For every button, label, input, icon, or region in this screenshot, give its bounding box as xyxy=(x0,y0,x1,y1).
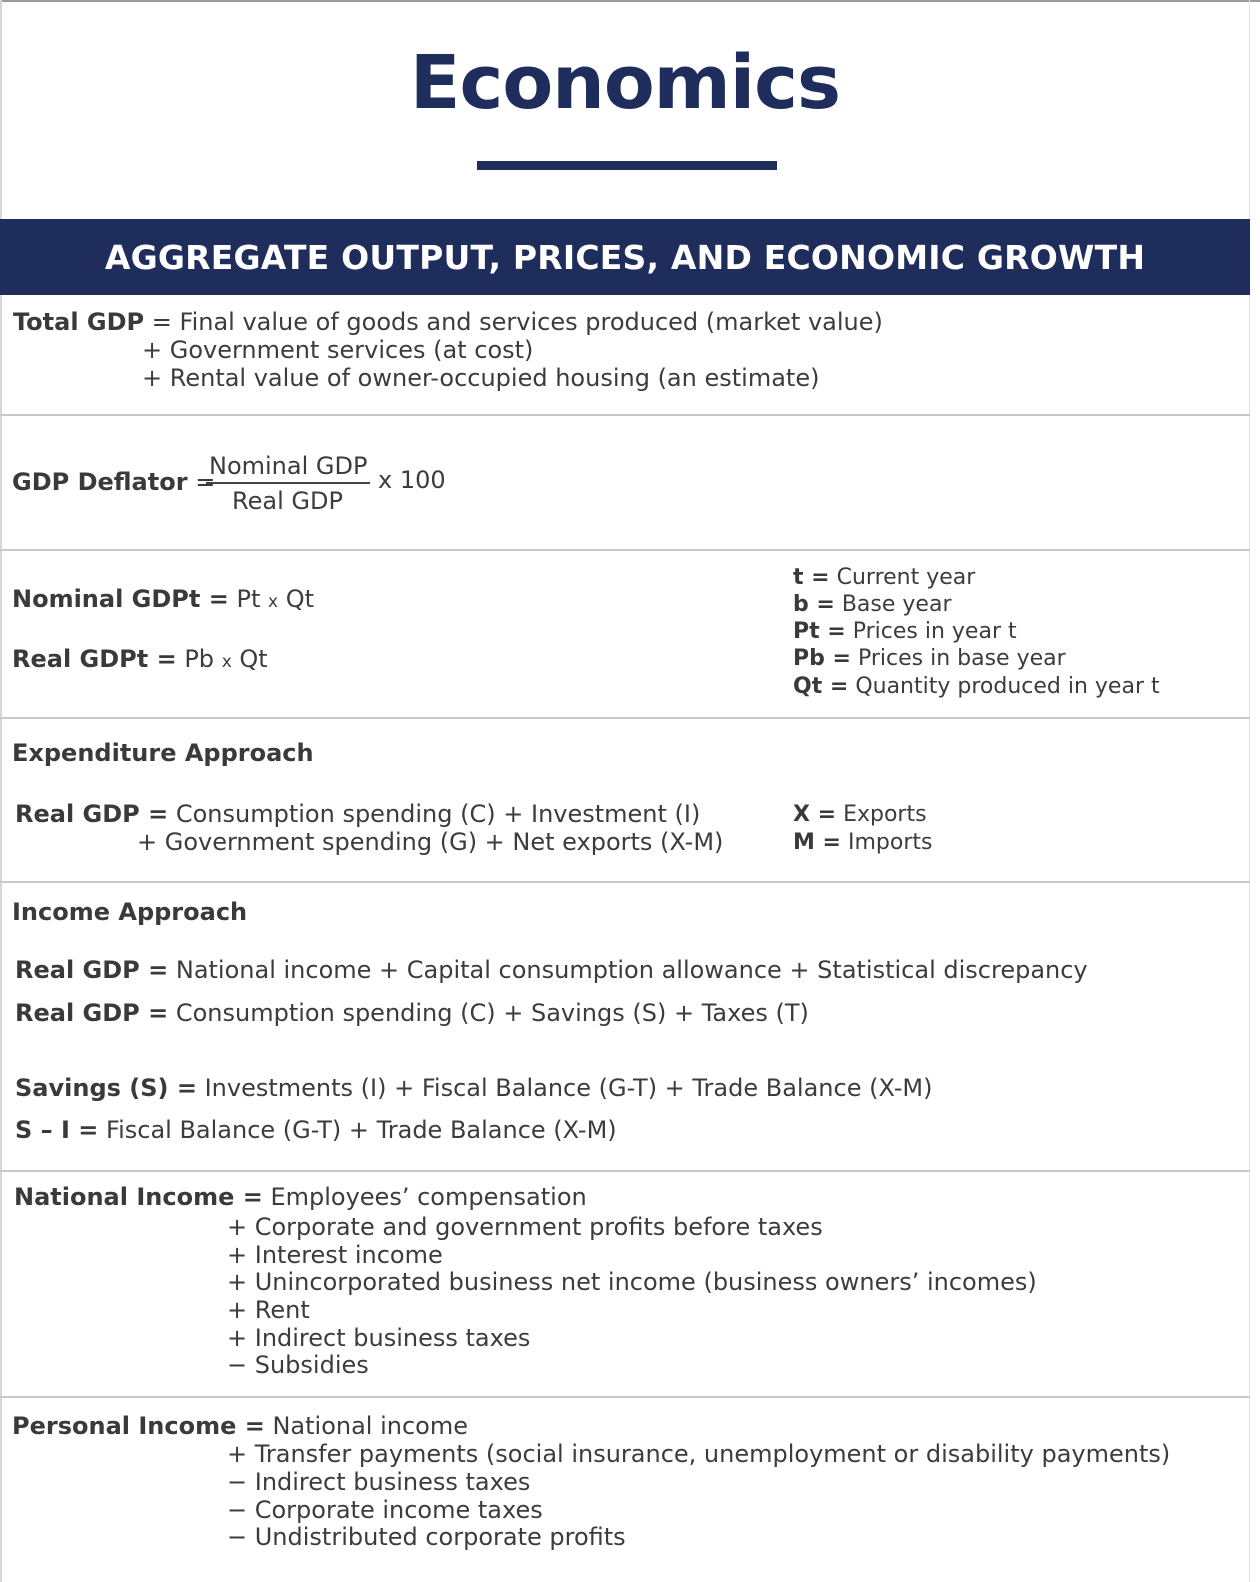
savings-equation: Savings (S) = Investments (I) + Fiscal B… xyxy=(15,1074,932,1102)
national-income-term: Employees’ compensation xyxy=(270,1183,587,1211)
section-divider xyxy=(0,717,1250,719)
personal-income-term: − Undistributed corporate profits xyxy=(227,1523,626,1551)
national-income-term: + Corporate and government profits befor… xyxy=(227,1213,823,1241)
title-underline xyxy=(477,161,777,170)
legend-value: Prices in year t xyxy=(852,619,1017,644)
legend-key: M = xyxy=(793,830,841,855)
nominal-gdpt-formula: Nominal GDPt = Pt x Qt xyxy=(12,585,314,616)
times-sign: x xyxy=(268,592,279,612)
legend-item: Pt = Prices in year t xyxy=(793,618,1017,645)
section-divider xyxy=(0,881,1250,883)
gdp-deflator-equals: = xyxy=(195,468,216,496)
section-divider xyxy=(0,1396,1250,1398)
top-rule xyxy=(0,0,1260,2)
total-gdp-label: Total GDP xyxy=(13,308,145,336)
formula-term: Pt xyxy=(236,585,261,613)
section-divider xyxy=(0,414,1250,416)
personal-income-term: National income xyxy=(272,1412,469,1440)
legend-item: M = Imports xyxy=(793,829,932,856)
total-gdp-term: + Government services (at cost) xyxy=(142,336,534,364)
legend-key: Pt = xyxy=(793,619,846,644)
times-sign: x xyxy=(221,652,232,672)
legend-value: Prices in base year xyxy=(857,646,1066,671)
expenditure-line-1: Real GDP = Consumption spending (C) + In… xyxy=(15,800,700,828)
savings-rhs: Investments (I) + Fiscal Balance (G-T) +… xyxy=(204,1074,933,1102)
legend-value: Quantity produced in year t xyxy=(855,674,1160,699)
fraction-bar xyxy=(206,482,370,484)
national-income-term: + Unincorporated business net income (bu… xyxy=(227,1268,1037,1296)
savings-label: Savings (S) = xyxy=(15,1074,197,1102)
real-gdpt-label: Real GDPt = xyxy=(12,645,177,673)
nominal-gdpt-label: Nominal GDPt = xyxy=(12,585,229,613)
section-banner: AGGREGATE OUTPUT, PRICES, AND ECONOMIC G… xyxy=(0,219,1250,295)
national-income-term: + Rent xyxy=(227,1296,310,1324)
real-gdpt-formula: Real GDPt = Pb x Qt xyxy=(12,645,268,676)
legend-key: X = xyxy=(793,802,837,827)
income-equation: Real GDP = National income + Capital con… xyxy=(15,956,1088,984)
s-minus-i-rhs: Fiscal Balance (G-T) + Trade Balance (X-… xyxy=(106,1116,617,1144)
legend-item: X = Exports xyxy=(793,801,927,828)
national-income-label: National Income = xyxy=(14,1183,263,1211)
legend-key: Qt = xyxy=(793,674,849,699)
legend-value: Exports xyxy=(843,802,927,827)
section-divider xyxy=(0,549,1250,551)
legend-item: t = Current year xyxy=(793,564,975,591)
personal-income-label: Personal Income = xyxy=(12,1412,265,1440)
legend-value: Imports xyxy=(848,830,933,855)
legend-key: t = xyxy=(793,565,830,590)
expenditure-heading: Expenditure Approach xyxy=(12,739,314,767)
formula-term: Pb xyxy=(184,645,215,673)
total-gdp-term: + Rental value of owner-occupied housing… xyxy=(142,364,820,392)
gdp-deflator-numerator: Nominal GDP xyxy=(209,452,368,480)
gdp-deflator-multiplier: x 100 xyxy=(378,466,446,494)
income-eq-label: Real GDP = xyxy=(15,999,169,1027)
formula-term: Qt xyxy=(239,645,268,673)
personal-income-line-1: Personal Income = National income xyxy=(12,1412,468,1440)
national-income-line-1: National Income = Employees’ compensatio… xyxy=(14,1183,587,1211)
total-gdp-term: = Final value of goods and services prod… xyxy=(151,308,883,336)
personal-income-term: − Indirect business taxes xyxy=(227,1468,531,1496)
national-income-term: − Subsidies xyxy=(227,1351,369,1379)
s-minus-i-equation: S – I = Fiscal Balance (G-T) + Trade Bal… xyxy=(15,1116,617,1144)
income-eq-rhs: Consumption spending (C) + Savings (S) +… xyxy=(175,999,809,1027)
legend-item: b = Base year xyxy=(793,591,952,618)
income-eq-label: Real GDP = xyxy=(15,956,169,984)
legend-item: Pb = Prices in base year xyxy=(793,645,1066,672)
page-title: Economics xyxy=(409,40,841,126)
expenditure-label: Real GDP = xyxy=(15,800,169,828)
legend-key: b = xyxy=(793,592,835,617)
personal-income-term: − Corporate income taxes xyxy=(227,1496,543,1524)
personal-income-term: + Transfer payments (social insurance, u… xyxy=(227,1440,1171,1468)
gdp-deflator-lhs: GDP Deflator = xyxy=(12,468,215,496)
section-divider xyxy=(0,1170,1250,1172)
legend-value: Base year xyxy=(841,592,952,617)
national-income-term: + Indirect business taxes xyxy=(227,1324,531,1352)
formula-term: Qt xyxy=(285,585,315,613)
expenditure-line-2: + Government spending (G) + Net exports … xyxy=(137,828,724,856)
legend-item: Qt = Quantity produced in year t xyxy=(793,673,1160,700)
income-eq-rhs: National income + Capital consumption al… xyxy=(175,956,1088,984)
s-minus-i-label: S – I = xyxy=(15,1116,99,1144)
income-equation: Real GDP = Consumption spending (C) + Sa… xyxy=(15,999,809,1027)
total-gdp-line-1: Total GDP = Final value of goods and ser… xyxy=(13,308,883,336)
national-income-term: + Interest income xyxy=(227,1241,443,1269)
legend-value: Current year xyxy=(836,565,976,590)
gdp-deflator-denominator: Real GDP xyxy=(232,487,343,515)
gdp-deflator-label: GDP Deflator xyxy=(12,468,188,496)
income-heading: Income Approach xyxy=(12,898,248,926)
expenditure-term: Consumption spending (C) + Investment (I… xyxy=(175,800,701,828)
legend-key: Pb = xyxy=(793,646,851,671)
